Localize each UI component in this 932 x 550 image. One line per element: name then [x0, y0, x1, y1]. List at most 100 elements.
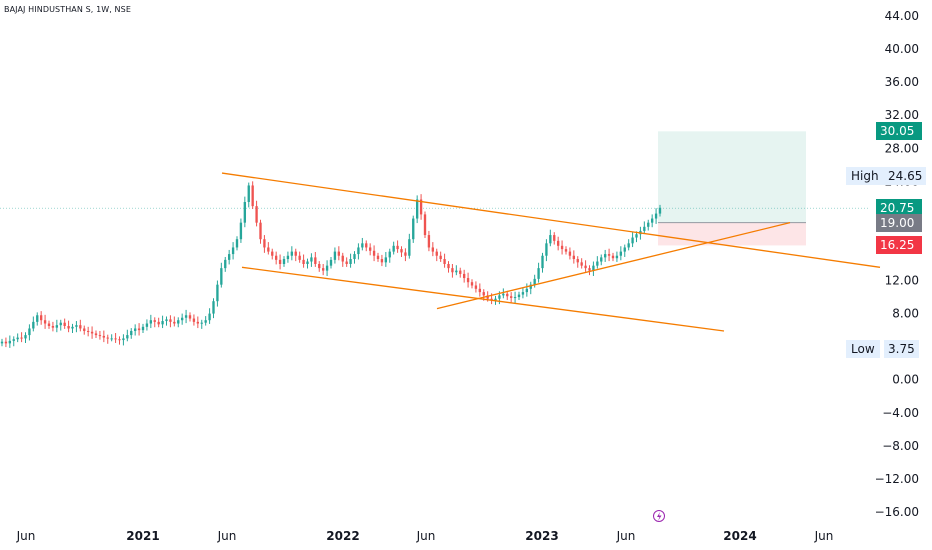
candle-body	[220, 268, 223, 285]
x-tick-label: Jun	[416, 529, 436, 543]
candle-body	[294, 251, 297, 256]
candle-body	[243, 202, 247, 223]
candle-body	[345, 261, 348, 264]
candle-body	[173, 321, 176, 324]
candle-body	[576, 259, 579, 263]
candle-body	[47, 323, 51, 326]
candle-body	[153, 320, 156, 322]
candle-body	[28, 328, 31, 336]
candle-body	[564, 249, 568, 252]
candle-body	[75, 325, 78, 327]
x-tick-label: Jun	[814, 529, 834, 543]
candle-body	[404, 252, 407, 256]
candle-body	[560, 245, 564, 250]
candle-body	[631, 237, 634, 244]
candle-body	[259, 222, 262, 240]
candle-body	[384, 257, 388, 263]
candle-body	[498, 295, 501, 299]
candle-body	[365, 243, 368, 248]
candle-body	[114, 338, 117, 340]
candle-body	[376, 255, 380, 260]
y-tick-label: −12.00	[875, 472, 919, 486]
candle-body	[67, 326, 70, 329]
candle-body	[216, 284, 219, 302]
candle-body	[533, 278, 536, 285]
candle-body	[658, 207, 662, 214]
candle-body	[224, 259, 227, 269]
candle-body	[83, 328, 86, 331]
candle-body	[106, 337, 109, 339]
candle-body	[126, 335, 129, 339]
lightning-icon	[653, 510, 665, 522]
candle-body	[157, 321, 160, 325]
candle-body	[635, 234, 638, 238]
candle-body	[318, 264, 321, 269]
candle-body	[102, 335, 106, 338]
candle-body	[341, 255, 344, 262]
y-tick-label: −8.00	[882, 439, 919, 453]
candle-body	[196, 321, 200, 324]
candle-body	[353, 254, 356, 260]
candle-body	[419, 199, 423, 215]
candle-body	[255, 206, 258, 223]
candle-body	[368, 247, 372, 251]
entry-price-tag: 19.00	[876, 213, 922, 232]
candle-body	[12, 339, 15, 341]
candle-body	[443, 259, 446, 264]
candle-body	[212, 301, 215, 314]
candle-body	[231, 247, 235, 255]
y-tick-label: 32.00	[885, 108, 919, 122]
candle-body	[286, 255, 290, 260]
candle-body	[521, 292, 525, 295]
candle-body	[412, 218, 415, 240]
candle-body	[325, 265, 329, 271]
y-tick-label: 36.00	[885, 75, 919, 89]
target-price-tag: 30.05	[876, 122, 922, 141]
candle-body	[51, 326, 55, 328]
y-tick-label: 44.00	[885, 9, 919, 23]
candle-body	[643, 226, 646, 231]
candle-body	[145, 323, 149, 327]
candle-body	[177, 320, 180, 324]
candle-body	[423, 214, 427, 236]
candle-body	[349, 259, 352, 264]
candle-body	[466, 278, 470, 283]
candle-body	[502, 293, 505, 296]
candle-body	[572, 255, 576, 260]
candle-body	[627, 243, 630, 248]
candle-body	[39, 315, 43, 321]
candle-body	[451, 268, 454, 273]
candle-body	[553, 235, 556, 241]
candle-body	[239, 222, 243, 240]
candle-body	[623, 247, 626, 252]
candle-body	[0, 341, 4, 344]
candle-body	[302, 259, 305, 264]
candle-body	[408, 239, 411, 256]
candle-body	[251, 185, 254, 207]
stop-price-tag: 16.25	[876, 236, 922, 255]
candle-body	[435, 251, 438, 256]
y-tick-label: 28.00	[885, 141, 919, 155]
high-label: High	[846, 166, 884, 185]
candle-body	[525, 288, 529, 293]
candle-body	[592, 265, 595, 271]
candle-body	[600, 257, 603, 262]
candle-body	[204, 320, 207, 323]
candle-body	[208, 313, 211, 321]
candle-body	[90, 331, 94, 334]
candle-body	[165, 319, 168, 322]
candle-body	[478, 288, 482, 293]
candle-body	[486, 295, 489, 299]
candle-body	[654, 213, 658, 219]
candle-body	[274, 255, 278, 260]
lightning-icon	[657, 512, 662, 521]
candle-body	[494, 298, 497, 301]
candle-body	[306, 261, 309, 264]
profit-zone	[658, 131, 806, 223]
candle-body	[16, 337, 19, 340]
candle-body	[361, 243, 364, 248]
candle-body	[133, 328, 137, 331]
candle-body	[267, 247, 270, 252]
candle-body	[607, 254, 611, 256]
